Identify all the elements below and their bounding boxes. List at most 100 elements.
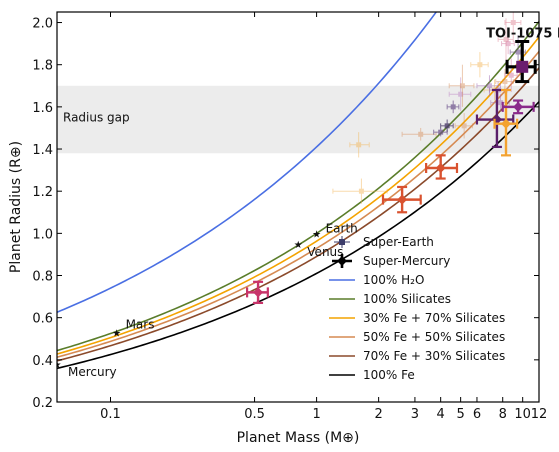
radius-gap-label: Radius gap: [63, 111, 130, 125]
legend-label: 100% H₂O: [363, 273, 424, 287]
super-mercury-marker: [435, 163, 446, 173]
super-earth-marker: [458, 91, 464, 97]
y-tick-label: 2.0: [32, 17, 53, 32]
super-earth-point-7: [448, 64, 475, 107]
super-earth-point-5: [446, 100, 460, 114]
x-tick-label: 2: [374, 407, 382, 422]
super-earth-marker: [510, 20, 516, 26]
y-axis-label: Planet Radius (R⊕): [8, 141, 24, 273]
legend-entry-3: 100% Silicates: [329, 292, 451, 306]
x-tick-label: 8: [499, 407, 507, 422]
x-tick-label: 4: [437, 407, 445, 422]
legend-label: 70% Fe + 30% Silicates: [363, 349, 505, 363]
super-mercury-marker: [513, 101, 524, 112]
planet-earth-label: Earth: [326, 221, 358, 235]
super-earth-marker: [486, 83, 492, 89]
legend-swatch-marker: [337, 256, 347, 266]
x-tick-label: 0.5: [244, 407, 265, 422]
super-earth-point-15: [497, 18, 514, 61]
y-tick-label: 0.2: [32, 396, 53, 411]
super-mercury-point-1: [381, 185, 422, 214]
y-tick-label: 0.8: [32, 270, 53, 285]
super-earth-marker: [358, 188, 364, 194]
y-tick-label: 0.4: [32, 354, 53, 369]
super-mercury-marker: [253, 287, 264, 298]
y-tick-label: 1.0: [32, 227, 53, 242]
super-earth-marker: [356, 142, 362, 148]
super-mercury-point-0: [245, 280, 269, 305]
curve-5: [57, 101, 539, 370]
super-earth-marker: [459, 83, 465, 89]
legend-entry-4: 30% Fe + 70% Silicates: [329, 311, 505, 325]
target-planet-point: TOI-1075 b: [486, 27, 559, 84]
legend-entry-1: Super-Mercury: [332, 254, 450, 268]
legend-swatch-marker: [339, 239, 345, 245]
curve-1: [57, 20, 539, 352]
x-tick-label: 3: [411, 407, 419, 422]
y-tick-label: 0.6: [32, 312, 53, 327]
super-earth-point-4: [440, 119, 454, 133]
super-earth-point-3: [433, 127, 448, 137]
super-earth-marker: [515, 49, 521, 55]
super-mercury-point-2: [425, 154, 459, 180]
x-axis-label: Planet Mass (M⊕): [237, 430, 360, 446]
super-earth-point-6: [448, 77, 472, 112]
super-earth-marker: [503, 36, 509, 42]
y-tick-label: 1.2: [32, 185, 53, 200]
super-earth-point-9: [470, 52, 489, 78]
x-tick-label: 10: [514, 407, 531, 422]
target-marker: [516, 60, 529, 73]
target-planet-label: TOI-1075 b: [486, 27, 559, 42]
y-tick-label: 1.6: [32, 101, 53, 116]
super-mercury-point-5: [501, 99, 535, 115]
super-earth-point-0: [349, 132, 370, 158]
super-earth-point-8: [454, 113, 473, 139]
super-earth-point-2: [401, 127, 437, 141]
curve-3: [57, 50, 539, 358]
super-earth-point-1: [332, 178, 388, 204]
legend-entry-7: 100% Fe: [329, 368, 415, 382]
super-earth-marker: [497, 100, 503, 106]
super-earth-marker: [477, 62, 483, 68]
legend-label: Super-Mercury: [363, 254, 450, 268]
legend-label: 50% Fe + 50% Silicates: [363, 330, 505, 344]
planet-mars-label: Mars: [126, 317, 155, 331]
legend-label: Super-Earth: [363, 235, 434, 249]
x-tick-label: 12: [531, 407, 548, 422]
legend-entry-2: 100% H₂O: [329, 273, 424, 287]
super-earth-marker: [450, 104, 456, 110]
planet-mercury-label: Mercury: [68, 365, 117, 379]
super-earth-marker: [505, 41, 511, 47]
planet-venus-label: Venus: [307, 245, 343, 259]
legend-entry-5: 50% Fe + 50% Silicates: [329, 330, 505, 344]
x-tick-label: 1: [312, 407, 320, 422]
super-earth-marker: [418, 131, 424, 137]
planet-mercury-marker: ★: [53, 360, 62, 371]
radius-gap-band: [57, 85, 539, 154]
legend-label: 30% Fe + 70% Silicates: [363, 311, 505, 325]
planet-mars-marker: ★: [112, 328, 121, 339]
legend-entry-6: 70% Fe + 30% Silicates: [329, 349, 505, 363]
super-earth-point-10: [476, 75, 501, 97]
y-tick-label: 1.8: [32, 59, 53, 74]
legend-label: 100% Silicates: [363, 292, 451, 306]
legend-label: 100% Fe: [363, 368, 415, 382]
super-earth-marker: [461, 123, 467, 129]
super-earth-marker: [508, 72, 514, 78]
super-earth-marker: [438, 129, 444, 135]
super-earth-marker: [444, 123, 450, 129]
legend-entry-0: Super-Earth: [334, 235, 434, 249]
planet-venus-marker: ★: [294, 240, 303, 251]
planet-earth-marker: ★: [312, 229, 321, 240]
x-tick-label: 6: [473, 407, 481, 422]
super-earth-point-18: [504, 12, 522, 38]
curve-0: [57, 12, 438, 313]
plot-frame: [56, 11, 540, 403]
super-earth-point-16: [501, 33, 515, 55]
curve-2: [57, 36, 539, 355]
super-mercury-marker: [397, 194, 408, 205]
super-earth-marker: [502, 79, 508, 85]
super-mercury-point-4: [493, 88, 519, 157]
x-tick-label: 0.1: [100, 407, 121, 422]
